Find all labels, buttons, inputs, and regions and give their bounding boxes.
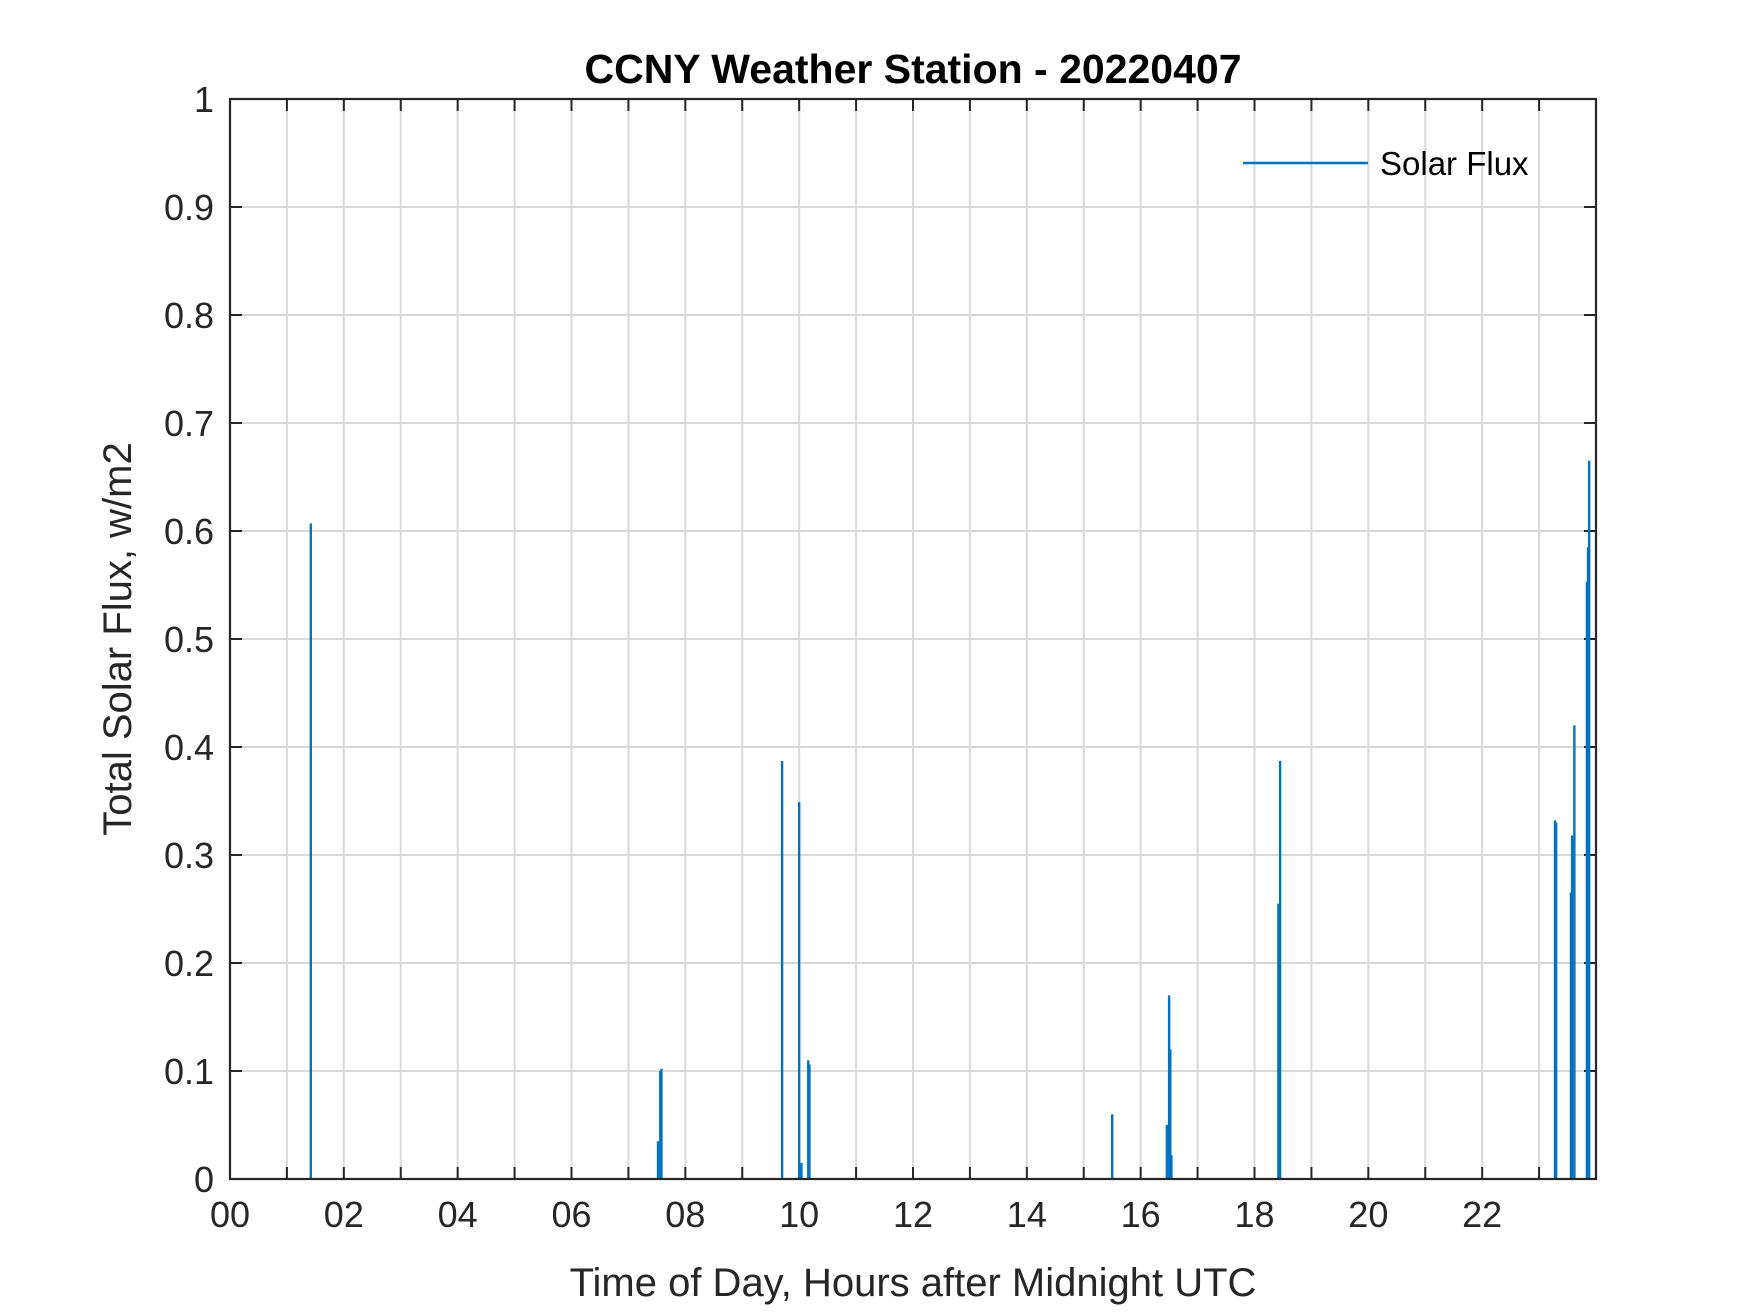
y-tick-label: 0.2: [164, 943, 214, 984]
y-tick-label: 0.1: [164, 1051, 214, 1092]
x-tick-label: 06: [551, 1194, 591, 1235]
x-tick-label: 02: [324, 1194, 364, 1235]
y-tick-label: 0.6: [164, 511, 214, 552]
axes-box: [228, 97, 1598, 1181]
x-tick-label: 14: [1007, 1194, 1047, 1235]
y-axis-label: Total Solar Flux, w/m2: [96, 442, 140, 835]
x-tick-label: 16: [1121, 1194, 1161, 1235]
x-tick-label: 00: [210, 1194, 250, 1235]
x-tick-label: 20: [1348, 1194, 1388, 1235]
y-tick-label: 0.7: [164, 403, 214, 444]
x-tick-label: 18: [1234, 1194, 1274, 1235]
x-tick-label: 22: [1462, 1194, 1502, 1235]
y-tick-label: 0: [194, 1159, 214, 1200]
x-tick-label: 04: [438, 1194, 478, 1235]
y-tick-label: 0.8: [164, 295, 214, 336]
chart-title: CCNY Weather Station - 20220407: [584, 46, 1241, 92]
y-tick-label: 0.4: [164, 727, 214, 768]
y-tick-label: 0.9: [164, 187, 214, 228]
legend: Solar Flux: [1243, 145, 1529, 182]
x-axis-label: Time of Day, Hours after Midnight UTC: [570, 1261, 1257, 1305]
x-tick-labels: 00 02 04 06 08 10 12 14 16 18 20 22: [210, 1194, 1502, 1235]
grid: [230, 99, 1596, 1179]
tick-marks: [230, 98, 1596, 1180]
x-tick-label: 08: [665, 1194, 705, 1235]
y-tick-label: 0.5: [164, 619, 214, 660]
y-tick-label: 0.3: [164, 835, 214, 876]
y-tick-label: 1: [194, 79, 214, 120]
x-tick-label: 10: [779, 1194, 819, 1235]
x-tick-label: 12: [893, 1194, 933, 1235]
y-tick-labels: 0 0.1 0.2 0.3 0.4 0.5 0.6 0.7 0.8 0.9 1: [164, 79, 214, 1200]
legend-label-solar-flux: Solar Flux: [1380, 145, 1529, 182]
